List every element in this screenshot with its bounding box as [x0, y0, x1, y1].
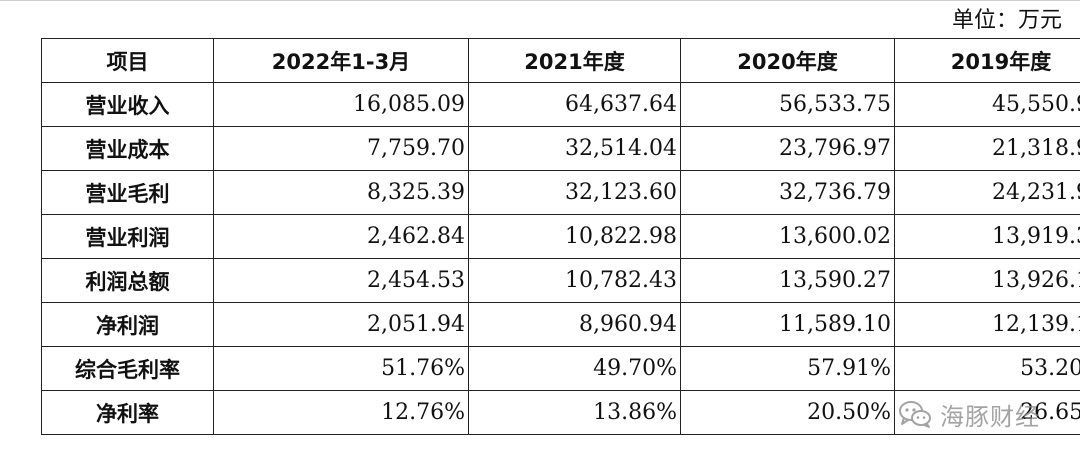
table-cell: 12.76%: [213, 390, 469, 435]
table-cell: 13,926.15: [894, 258, 1080, 303]
table-cell: 8,960.94: [468, 302, 681, 347]
table-row: 营业成本 7,759.70 32,514.04 23,796.97 21,318…: [41, 126, 1080, 171]
table-row: 营业收入 16,085.09 64,637.64 56,533.75 45,55…: [41, 82, 1080, 127]
table-cell: 24,231.96: [894, 170, 1080, 215]
header-item: 项目: [41, 38, 214, 83]
row-label: 营业毛利: [41, 170, 214, 215]
table-cell: 7,759.70: [213, 126, 469, 171]
table-row: 净利率 12.76% 13.86% 20.50% 26.65%: [41, 390, 1080, 435]
table-cell: 49.70%: [468, 346, 681, 391]
wechat-icon: [899, 401, 931, 428]
table-cell: 64,637.64: [468, 82, 681, 127]
table-cell: 13.86%: [468, 390, 681, 435]
table-cell: 57.91%: [680, 346, 895, 391]
table-cell: 13,590.27: [680, 258, 895, 303]
financial-table: 项目 2022年1-3月 2021年度 2020年度 2019年度 营业收入 1…: [41, 38, 1080, 435]
table-cell: 11,589.10: [680, 302, 895, 347]
table-cell: 20.50%: [680, 390, 895, 435]
table-cell: 45,550.93: [894, 82, 1080, 127]
table-cell: 32,123.60: [468, 170, 681, 215]
row-label: 综合毛利率: [41, 346, 214, 391]
table-row: 营业毛利 8,325.39 32,123.60 32,736.79 24,231…: [41, 170, 1080, 215]
table-row: 综合毛利率 51.76% 49.70% 57.91% 53.20%: [41, 346, 1080, 391]
header-row: 项目 2022年1-3月 2021年度 2020年度 2019年度: [41, 38, 1080, 83]
table-cell: 32,736.79: [680, 170, 895, 215]
table-cell: 56,533.75: [680, 82, 895, 127]
watermark: 海豚财经: [898, 396, 1040, 432]
header-2020: 2020年度: [680, 38, 895, 83]
table-cell: 16,085.09: [213, 82, 469, 127]
row-label: 净利润: [41, 302, 214, 347]
row-label: 营业利润: [41, 214, 214, 259]
table-cell: 2,462.84: [213, 214, 469, 259]
table-cell: 23,796.97: [680, 126, 895, 171]
unit-label: 单位：万元: [951, 8, 1062, 33]
header-2022q1: 2022年1-3月: [213, 38, 469, 83]
table-cell: 8,325.39: [213, 170, 469, 215]
table-cell: 13,600.02: [680, 214, 895, 259]
table-cell: 2,051.94: [213, 302, 469, 347]
row-label: 净利率: [41, 390, 214, 435]
table-cell: 12,139.10: [894, 302, 1080, 347]
row-label: 营业收入: [41, 82, 214, 127]
watermark-text: 海豚财经: [940, 402, 1040, 431]
header-2019: 2019年度: [894, 38, 1080, 83]
table-cell: 53.20%: [894, 346, 1080, 391]
table-cell: 2,454.53: [213, 258, 469, 303]
table-row: 净利润 2,051.94 8,960.94 11,589.10 12,139.1…: [41, 302, 1080, 347]
table-row: 营业利润 2,462.84 10,822.98 13,600.02 13,919…: [41, 214, 1080, 259]
row-label: 利润总额: [41, 258, 214, 303]
top-divider: [0, 0, 1080, 1]
table-cell: 51.76%: [213, 346, 469, 391]
table-cell: 32,514.04: [468, 126, 681, 171]
table-cell: 10,822.98: [468, 214, 681, 259]
row-label: 营业成本: [41, 126, 214, 171]
header-2021: 2021年度: [468, 38, 681, 83]
table-cell: 13,919.33: [894, 214, 1080, 259]
table-cell: 21,318.98: [894, 126, 1080, 171]
table-cell: 10,782.43: [468, 258, 681, 303]
table-row: 利润总额 2,454.53 10,782.43 13,590.27 13,926…: [41, 258, 1080, 303]
